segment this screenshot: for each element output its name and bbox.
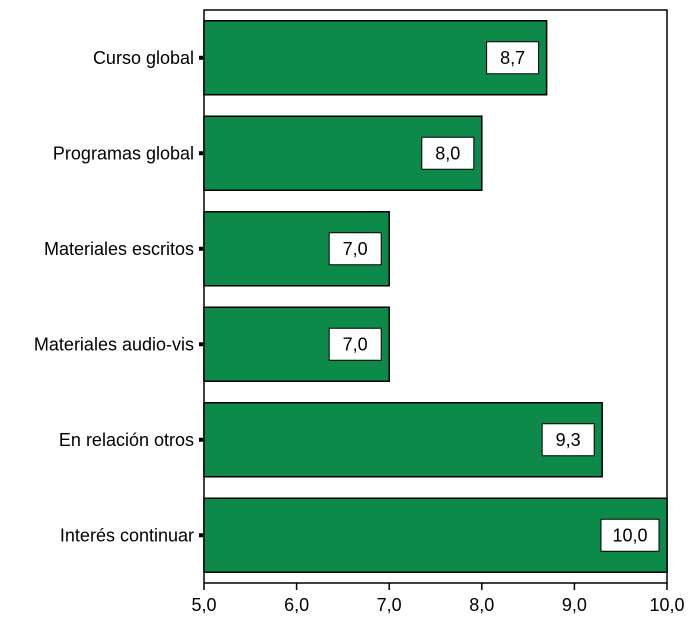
- y-tick-label: Materiales escritos: [44, 239, 194, 259]
- x-tick-label: 10,0: [649, 595, 684, 615]
- x-tick-label: 6,0: [284, 595, 309, 615]
- y-tick-mark: [199, 437, 203, 442]
- y-tick-label: Curso global: [93, 48, 194, 68]
- x-tick-label: 9,0: [562, 595, 587, 615]
- data-label-box: [541, 423, 595, 457]
- y-tick-label: En relación otros: [59, 430, 194, 450]
- data-label-box: [328, 232, 382, 266]
- y-tick-mark: [199, 533, 203, 538]
- data-label: 9,3: [556, 430, 581, 450]
- data-label: 7,0: [343, 239, 368, 259]
- y-tick-mark: [199, 151, 203, 156]
- plot-frame: [203, 9, 668, 584]
- y-tick-mark: [199, 55, 203, 60]
- y-tick-mark: [199, 342, 203, 347]
- y-axis: Curso global Programas global Materiales e…: [34, 48, 203, 545]
- x-tick-label: 8,0: [469, 595, 494, 615]
- bar: [203, 402, 603, 478]
- data-label-box: [486, 41, 540, 75]
- data-label: 7,0: [343, 334, 368, 354]
- bar: [203, 497, 668, 573]
- y-tick-label: Materiales audio-vis: [34, 334, 194, 354]
- data-label: 8,0: [435, 143, 460, 163]
- data-label-box: [421, 136, 475, 170]
- data-label-box: [600, 518, 660, 552]
- data-label: 8,7: [500, 48, 525, 68]
- plot-area-border: [203, 9, 668, 584]
- y-tick-label: Programas global: [53, 143, 194, 163]
- x-axis: 5,0 6,0 7,0 8,0 9,0 10,0: [191, 583, 685, 615]
- data-label: 10,0: [612, 525, 647, 545]
- y-tick-mark: [199, 246, 203, 251]
- x-tick-label: 7,0: [377, 595, 402, 615]
- x-tick-label: 5,0: [191, 595, 216, 615]
- data-labels: 8,7 8,0 7,0 7,0 9,3 10,0: [328, 41, 660, 552]
- data-label-box: [328, 327, 382, 361]
- bars: [203, 20, 668, 573]
- y-tick-label: Interés continuar: [60, 525, 194, 545]
